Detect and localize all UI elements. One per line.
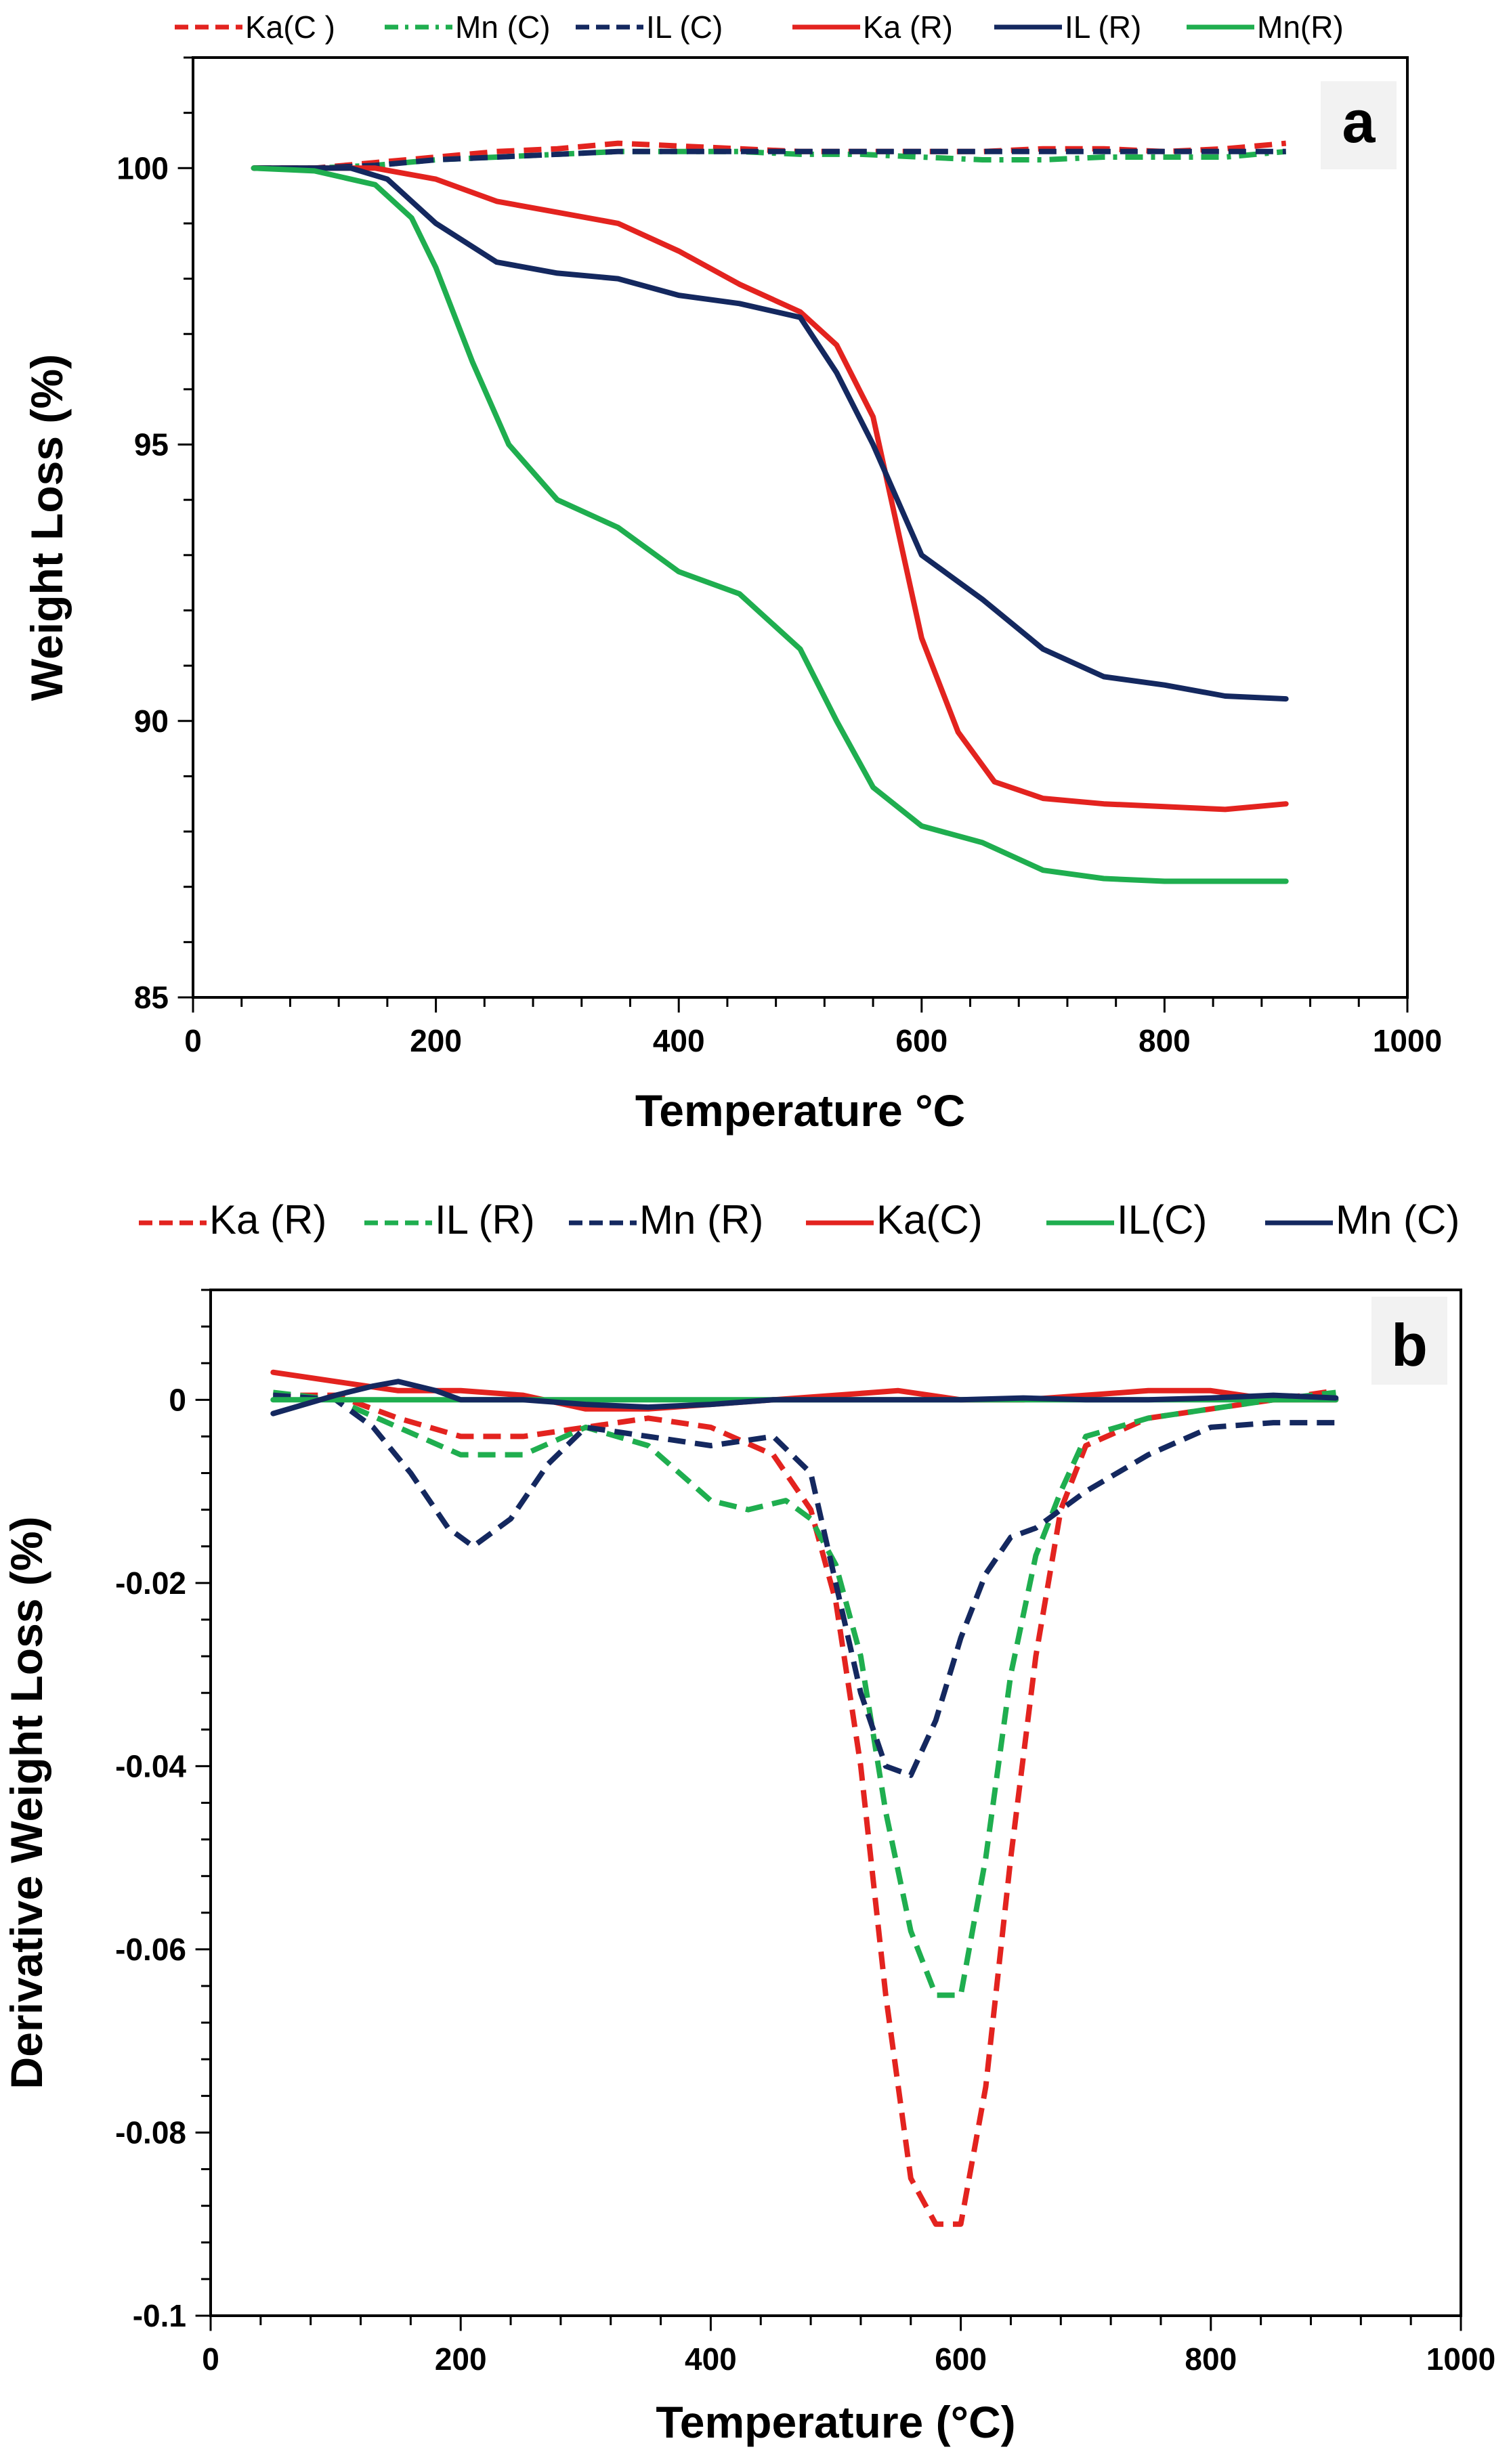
series-line-il-r (272, 1389, 1336, 1998)
legend-label-mn-r: Mn (R) (639, 1197, 763, 1242)
legend-label-ka-r: Ka (R) (863, 9, 953, 45)
series-line-mn-c (270, 1379, 1339, 1417)
x-tick-label: 800 (1138, 1023, 1191, 1058)
y-axis-title: Derivative Weight Loss (%) (1, 1517, 51, 2090)
legend-label-ka-c: Ka(C ) (245, 9, 335, 45)
x-tick-label: 800 (1185, 2341, 1237, 2377)
y-tick-label: 100 (116, 150, 169, 186)
legend-label-mn-c: Mn (C) (1336, 1197, 1460, 1242)
legend-label-ka-r: Ka (R) (209, 1197, 326, 1242)
x-tick-label: 200 (410, 1023, 462, 1058)
legend-label-mn-r: Mn(R) (1257, 9, 1344, 45)
x-axis-title: Temperature (°C) (656, 2397, 1015, 2447)
panel-label: a (1342, 88, 1376, 155)
plot-frame (192, 56, 1409, 999)
x-tick-label: 400 (685, 2341, 737, 2377)
legend-label-il-r: IL (R) (435, 1197, 535, 1242)
plot-frame (209, 1289, 1462, 2317)
y-tick-label: -0.1 (133, 2298, 186, 2333)
y-tick-label: -0.08 (115, 2115, 186, 2150)
y-tick-label: -0.06 (115, 1932, 186, 1967)
legend-label-il-r: IL (R) (1065, 9, 1141, 45)
series-line-il-r (251, 165, 1289, 702)
x-tick-label: 1000 (1426, 2341, 1495, 2377)
x-axis-title: Temperature °C (635, 1085, 965, 1136)
legend-label-il-c: IL (C) (646, 9, 723, 45)
x-tick-label: 200 (435, 2341, 487, 2377)
panel-label-box (1321, 81, 1397, 169)
series-line-mn-c (253, 148, 1287, 171)
y-tick-label: -0.02 (115, 1565, 186, 1601)
y-tick-label: 0 (169, 1382, 186, 1417)
y-tick-label: 85 (134, 980, 169, 1015)
series-line-ka-r (273, 1387, 1336, 2227)
y-tick-label: -0.04 (115, 1748, 186, 1784)
x-tick-label: 0 (202, 2341, 219, 2377)
panel-b-chart: 0 200 400 600 800 1000 -0.1 -0.08 -0.06 -0.04 -0.0… (1, 1197, 1495, 2447)
series-line-ka-r (251, 165, 1289, 813)
x-tick-label: 1000 (1373, 1023, 1442, 1058)
y-tick-label: 95 (134, 427, 169, 462)
legend-label-il-c: IL(C) (1117, 1197, 1207, 1242)
series-line-il-c (253, 148, 1286, 171)
x-tick-label: 0 (184, 1023, 202, 1058)
series-line-mn-r (251, 165, 1289, 884)
x-tick-label: 600 (935, 2341, 987, 2377)
legend-label-ka-c: Ka(C) (876, 1197, 983, 1242)
series-line-mn-r (273, 1392, 1336, 1778)
x-tick-label: 400 (653, 1023, 705, 1058)
y-tick-label: 90 (134, 704, 169, 739)
y-axis-title: Weight Loss (%) (22, 354, 72, 701)
panel-label-box (1371, 1297, 1447, 1385)
panel-a-chart: 0 200 400 600 800 1000 85 90 95 100 Temperature °C… (22, 9, 1442, 1136)
panel-label: b (1391, 1312, 1428, 1379)
legend-label-mn-c: Mn (C) (455, 9, 551, 45)
x-tick-label: 600 (895, 1023, 948, 1058)
